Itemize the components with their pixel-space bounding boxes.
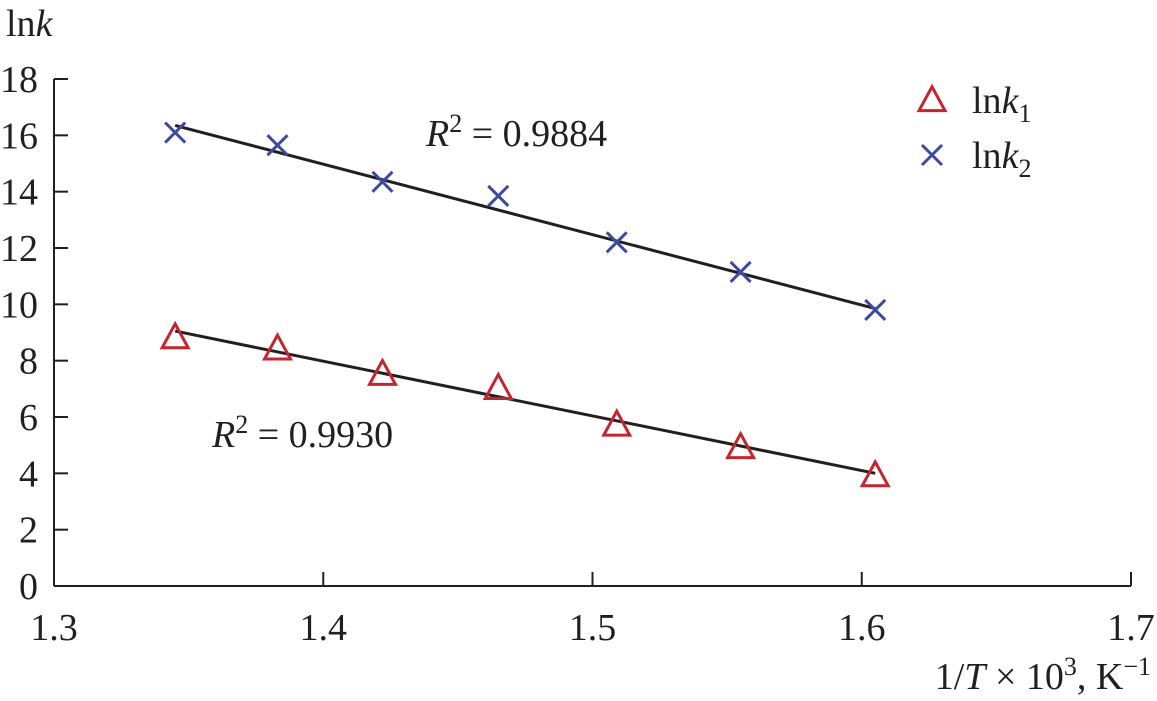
r2-annotation-k2: R2 = 0.9884 [425, 109, 607, 155]
legend-symbol-lnk2 [920, 143, 944, 167]
y-tick-label: 18 [0, 59, 38, 101]
data-point-lnk2 [487, 184, 510, 207]
x-marker-stroke [487, 184, 510, 207]
y-tick-label: 2 [19, 510, 38, 552]
x-tick-label: 1.5 [569, 607, 617, 649]
y-tick-label: 8 [19, 341, 38, 383]
x-tick-label: 1.7 [1107, 607, 1155, 649]
fit-line-lnk1 [174, 329, 876, 475]
data-point-lnk1 [859, 458, 891, 488]
axes: 0 2 4 6 8 10 12 14 16 18 1.3 1.4 1.5 1.6 1.7 [0, 59, 1155, 649]
y-tick-label: 6 [19, 397, 38, 439]
x-tick-label: 1.6 [838, 607, 886, 649]
legend-label-lnk2: lnk2 [972, 135, 1031, 183]
y-tick-label: 10 [0, 284, 38, 326]
data-point-lnk2 [729, 260, 752, 284]
legend-marker-triangle [916, 83, 948, 113]
legend-marker-x [920, 143, 944, 167]
x-tick-label: 1.3 [30, 607, 78, 649]
data-point-lnk2 [164, 121, 187, 144]
x-marker-stroke [371, 170, 394, 193]
x-marker-stroke [864, 298, 887, 322]
y-tick-label: 16 [0, 115, 38, 157]
x-marker-stroke [920, 143, 944, 167]
data-point-lnk1 [261, 331, 293, 361]
x-tick-label: 1.4 [300, 607, 348, 649]
data-point-lnk1 [601, 408, 633, 437]
y-tick-label: 14 [0, 172, 38, 214]
r2-annotation-k1: R2 = 0.9930 [211, 410, 393, 456]
y-tick-label: 12 [0, 228, 38, 270]
data-point-lnk1 [725, 430, 757, 460]
y-axis-label: lnk [6, 3, 54, 45]
x-marker-stroke [729, 260, 752, 284]
y-tick-label: 0 [19, 566, 38, 608]
data-point-lnk2 [371, 170, 394, 193]
y-tick-label: 4 [19, 453, 38, 495]
data-point-lnk1 [159, 320, 191, 350]
data-point-lnk2 [864, 298, 887, 322]
data-point-lnk2 [266, 134, 289, 157]
legend-symbol-lnk1 [916, 83, 948, 113]
x-marker-stroke [164, 121, 187, 144]
data-point-lnk1 [482, 371, 514, 400]
data-markers [159, 121, 891, 488]
data-point-lnk1 [366, 357, 399, 386]
x-axis-label: 1/T × 103, K−1 [935, 652, 1151, 698]
data-point-lnk2 [605, 231, 628, 254]
x-marker-stroke [605, 231, 628, 254]
x-marker-stroke [266, 134, 289, 157]
fit-line-lnk2 [174, 124, 876, 311]
legend-label-lnk1: lnk1 [972, 80, 1031, 128]
legend: lnk1 lnk2 [916, 80, 1031, 183]
fit-lines [174, 124, 876, 475]
